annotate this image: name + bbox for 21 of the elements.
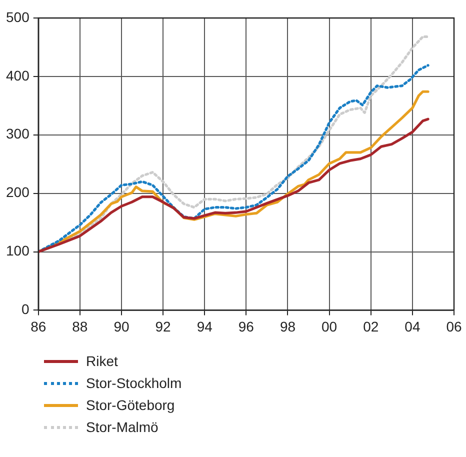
y-tick-label: 100 — [6, 242, 30, 259]
x-tick-label: 90 — [114, 318, 130, 334]
x-tick-label: 94 — [196, 318, 213, 334]
x-tick-label: 88 — [72, 318, 88, 334]
x-tick-label: 86 — [30, 318, 46, 334]
x-tick-label: 00 — [322, 318, 338, 334]
legend-label: Stor-Göteborg — [86, 397, 175, 413]
y-tick-label: 300 — [6, 126, 30, 142]
x-tick-label: 98 — [280, 318, 296, 334]
legend-label: Stor-Malmö — [86, 419, 158, 435]
y-tick-label: 500 — [6, 8, 30, 25]
x-tick-label: 96 — [238, 318, 254, 334]
x-tick-label: 06 — [446, 318, 462, 334]
x-tick-label: 04 — [404, 318, 420, 334]
x-tick-label: 02 — [363, 318, 379, 334]
y-tick-label: 400 — [6, 67, 30, 84]
legend-label: Riket — [86, 353, 118, 369]
y-tick-label: 0 — [22, 301, 30, 318]
legend-label: Stor-Stockholm — [86, 375, 182, 391]
x-tick-label: 92 — [155, 318, 172, 334]
y-tick-label: 200 — [6, 184, 30, 200]
